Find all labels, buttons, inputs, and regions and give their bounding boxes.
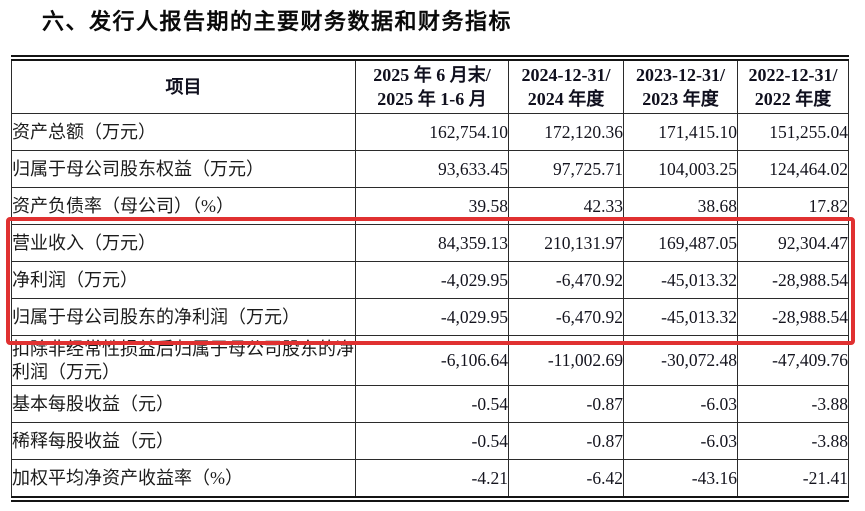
cell-value: -28,988.54 [737, 261, 849, 299]
cell-value: -21.41 [737, 459, 849, 500]
table-row-parent-equity: 归属于母公司股东权益（万元） 93,633.45 97,725.71 104,0… [11, 150, 849, 188]
cell-value: 93,633.45 [355, 150, 509, 188]
column-header-period-2023: 2023-12-31/ 2023 年度 [623, 57, 738, 114]
table-row-diluted-eps: 稀释每股收益（元） -0.54 -0.87 -6.03 -3.88 [11, 422, 849, 460]
row-label: 加权平均净资产收益率（%） [11, 459, 356, 500]
cell-value: 210,131.97 [508, 224, 624, 262]
period-line-1: 2025 年 6 月末/ [373, 64, 491, 85]
cell-value: -45,013.32 [623, 298, 738, 336]
table-row-debt-ratio: 资产负债率（母公司）（%） 39.58 42.33 38.68 17.82 [11, 187, 849, 225]
row-label: 净利润（万元） [11, 261, 356, 299]
period-line-2: 2024 年度 [527, 89, 605, 109]
column-header-period-2024: 2024-12-31/ 2024 年度 [508, 57, 624, 114]
period-line-2: 2023 年度 [642, 89, 719, 109]
table-row-basic-eps: 基本每股收益（元） -0.54 -0.87 -6.03 -3.88 [11, 385, 849, 423]
cell-value: 17.82 [737, 187, 849, 225]
column-header-period-2022: 2022-12-31/ 2022 年度 [737, 57, 849, 114]
row-label: 资产负债率（母公司）（%） [11, 187, 356, 225]
cell-value: -0.54 [355, 422, 509, 460]
cell-value: -0.87 [508, 385, 624, 423]
cell-value: 151,255.04 [737, 113, 849, 151]
table-row-total-assets: 资产总额（万元） 162,754.10 172,120.36 171,415.1… [11, 113, 849, 151]
table-row-operating-revenue: 营业收入（万元） 84,359.13 210,131.97 169,487.05… [11, 224, 849, 262]
cell-value: -6.03 [623, 422, 738, 460]
cell-value: -3.88 [737, 385, 849, 423]
column-header-period-2025: 2025 年 6 月末/ 2025 年 1-6 月 [355, 57, 509, 114]
cell-value: -47,409.76 [737, 335, 849, 386]
cell-value: 84,359.13 [355, 224, 509, 262]
cell-value: -11,002.69 [508, 335, 624, 386]
table-row-parent-net-profit: 归属于母公司股东的净利润（万元） -4,029.95 -6,470.92 -45… [11, 298, 849, 336]
cell-value: -28,988.54 [737, 298, 849, 336]
period-line-2: 2022 年度 [754, 89, 832, 109]
cell-value: 104,003.25 [623, 150, 738, 188]
period-line-2: 2025 年 1-6 月 [377, 89, 487, 109]
cell-value: 97,725.71 [508, 150, 624, 188]
cell-value: 171,415.10 [623, 113, 738, 151]
cell-value: 162,754.10 [355, 113, 509, 151]
row-label: 归属于母公司股东的净利润（万元） [11, 298, 356, 336]
cell-value: -6,106.64 [355, 335, 509, 386]
cell-value: -6.03 [623, 385, 738, 423]
table-header-row: 项目 2025 年 6 月末/ 2025 年 1-6 月 2024-12-31/… [11, 57, 849, 114]
column-header-item: 项目 [11, 57, 356, 114]
cell-value: 38.68 [623, 187, 738, 225]
period-line-1: 2023-12-31/ [636, 64, 725, 85]
cell-value: 172,120.36 [508, 113, 624, 151]
cell-value: -6,470.92 [508, 298, 624, 336]
row-label: 基本每股收益（元） [11, 385, 356, 423]
row-label: 资产总额（万元） [11, 113, 356, 151]
cell-value: -4,029.95 [355, 298, 509, 336]
period-line-1: 2022-12-31/ [748, 64, 838, 85]
cell-value: -30,072.48 [623, 335, 738, 386]
cell-value: -6.42 [508, 459, 624, 500]
row-label: 营业收入（万元） [11, 224, 356, 262]
cell-value: -4,029.95 [355, 261, 509, 299]
row-label: 归属于母公司股东权益（万元） [11, 150, 356, 188]
row-label: 扣除非经常性损益后归属于母公司股东的净利润（万元） [11, 335, 356, 386]
table-row-weighted-roe: 加权平均净资产收益率（%） -4.21 -6.42 -43.16 -21.41 [11, 459, 849, 500]
cell-value: 39.58 [355, 187, 509, 225]
financial-table: 项目 2025 年 6 月末/ 2025 年 1-6 月 2024-12-31/… [11, 55, 849, 502]
row-label: 稀释每股收益（元） [11, 422, 356, 460]
cell-value: 169,487.05 [623, 224, 738, 262]
period-line-1: 2024-12-31/ [521, 64, 611, 85]
table-row-deducted-net-profit: 扣除非经常性损益后归属于母公司股东的净利润（万元） -6,106.64 -11,… [11, 335, 849, 386]
cell-value: -4.21 [355, 459, 509, 500]
cell-value: -0.54 [355, 385, 509, 423]
cell-value: -43.16 [623, 459, 738, 500]
cell-value: 92,304.47 [737, 224, 849, 262]
cell-value: -45,013.32 [623, 261, 738, 299]
cell-value: -0.87 [508, 422, 624, 460]
cell-value: 124,464.02 [737, 150, 849, 188]
page-title: 六、发行人报告期的主要财务数据和财务指标 [42, 9, 513, 34]
cell-value: 42.33 [508, 187, 624, 225]
table-row-net-profit: 净利润（万元） -4,029.95 -6,470.92 -45,013.32 -… [11, 261, 849, 299]
cell-value: -6,470.92 [508, 261, 624, 299]
cell-value: -3.88 [737, 422, 849, 460]
